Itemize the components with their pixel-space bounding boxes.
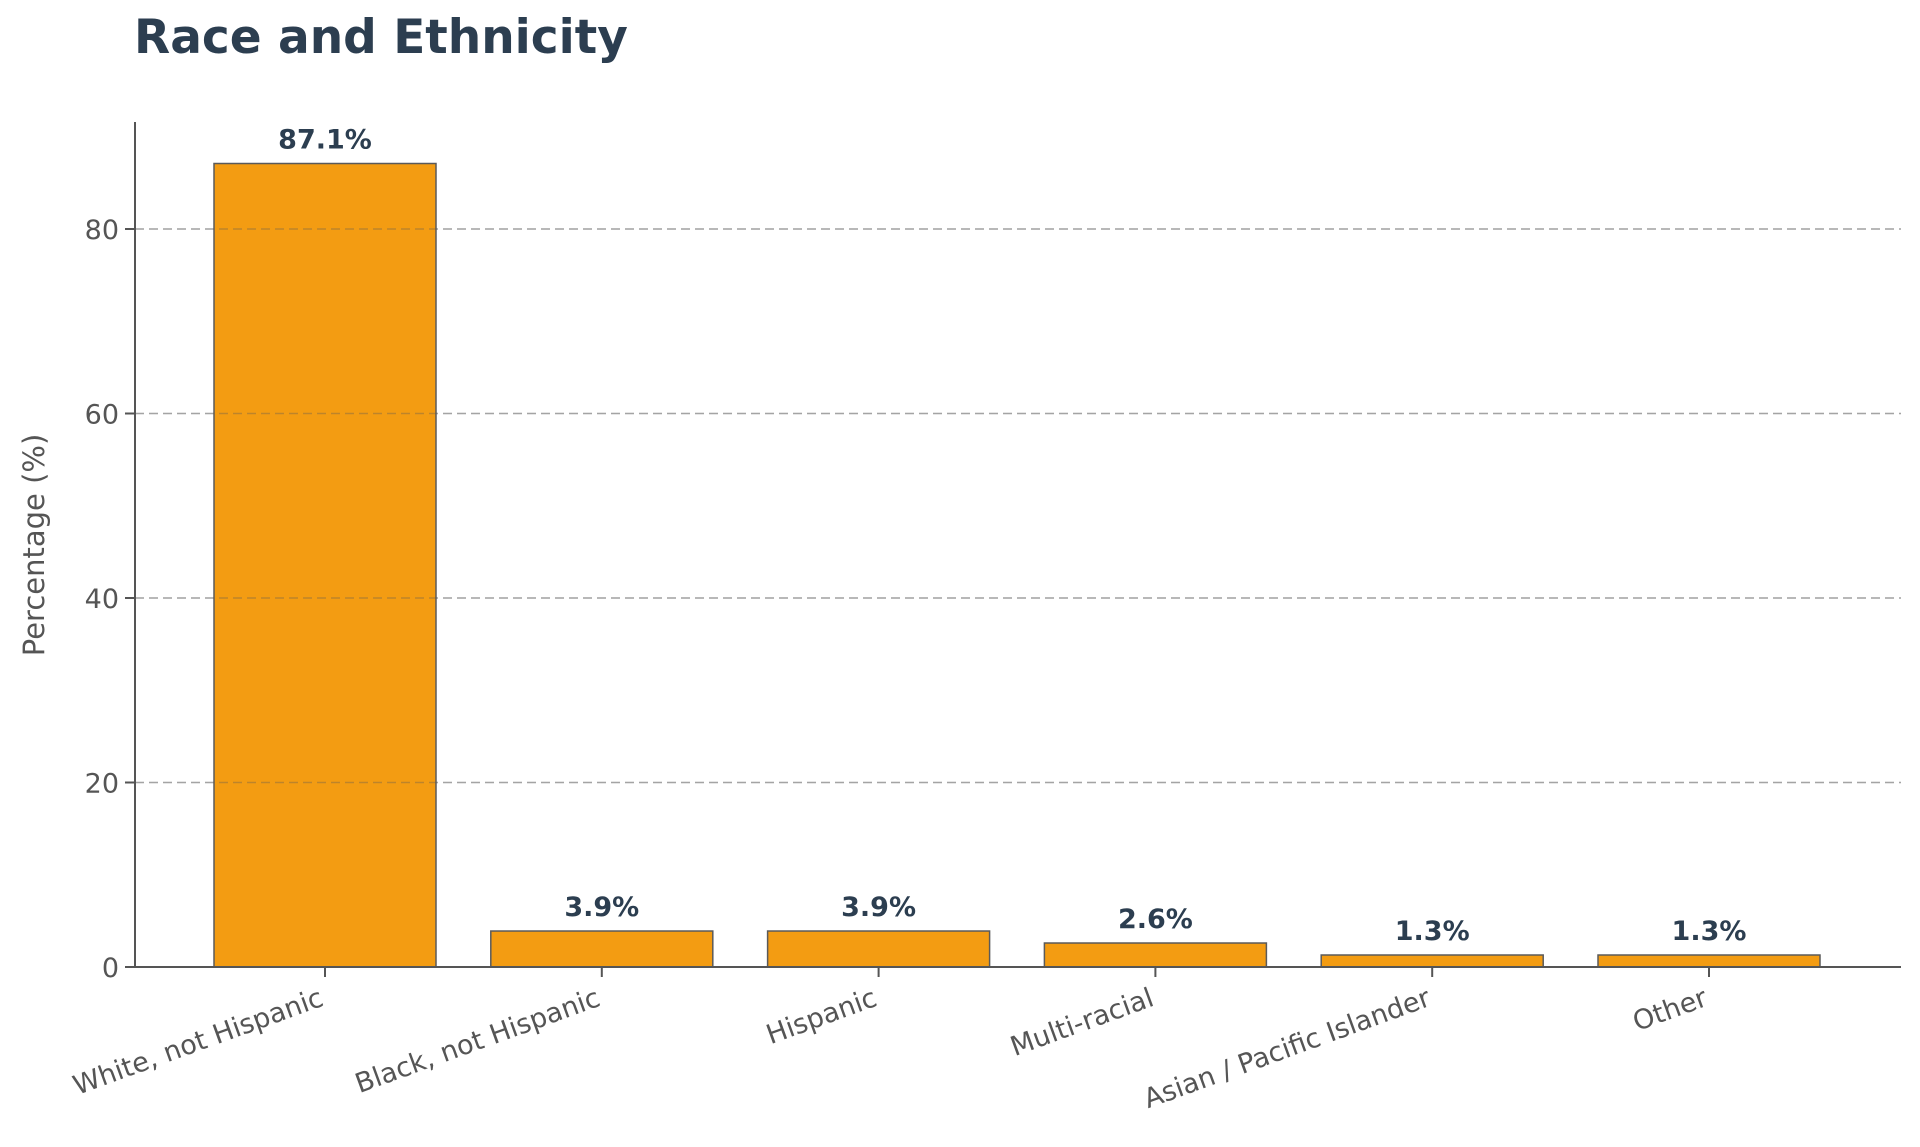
value-label: 1.3% bbox=[1395, 916, 1470, 947]
y-tick-label: 20 bbox=[85, 769, 119, 800]
value-label: 3.9% bbox=[841, 892, 916, 923]
x-tick-label: Hispanic bbox=[762, 982, 881, 1050]
x-tick-label: Black, not Hispanic bbox=[351, 982, 604, 1099]
chart-title: Race and Ethnicity bbox=[134, 10, 628, 65]
bar bbox=[766, 930, 991, 968]
x-tick-label: Multi-racial bbox=[1006, 982, 1157, 1062]
x-tick-label: White, not Hispanic bbox=[69, 982, 327, 1101]
bar bbox=[1597, 954, 1821, 968]
y-axis-title: Percentage (%) bbox=[17, 434, 51, 657]
bar bbox=[1320, 954, 1544, 968]
y-tick-label: 40 bbox=[85, 584, 119, 615]
axes bbox=[125, 122, 1901, 977]
x-tick-label: Other bbox=[1629, 982, 1712, 1038]
value-label: 87.1% bbox=[278, 125, 372, 156]
y-tick-label: 80 bbox=[85, 215, 119, 246]
bars bbox=[213, 162, 1821, 968]
value-label: 2.6% bbox=[1118, 904, 1193, 935]
value-label: 1.3% bbox=[1672, 916, 1747, 947]
x-tick-label: Asian / Pacific Islander bbox=[1140, 982, 1436, 1115]
bar bbox=[213, 162, 437, 968]
y-tick-label: 0 bbox=[102, 953, 119, 984]
bar bbox=[1043, 942, 1268, 968]
value-label: 3.9% bbox=[564, 892, 639, 923]
y-tick-label: 60 bbox=[85, 400, 119, 431]
bar bbox=[490, 930, 714, 968]
gridlines-overlay bbox=[135, 228, 1901, 784]
